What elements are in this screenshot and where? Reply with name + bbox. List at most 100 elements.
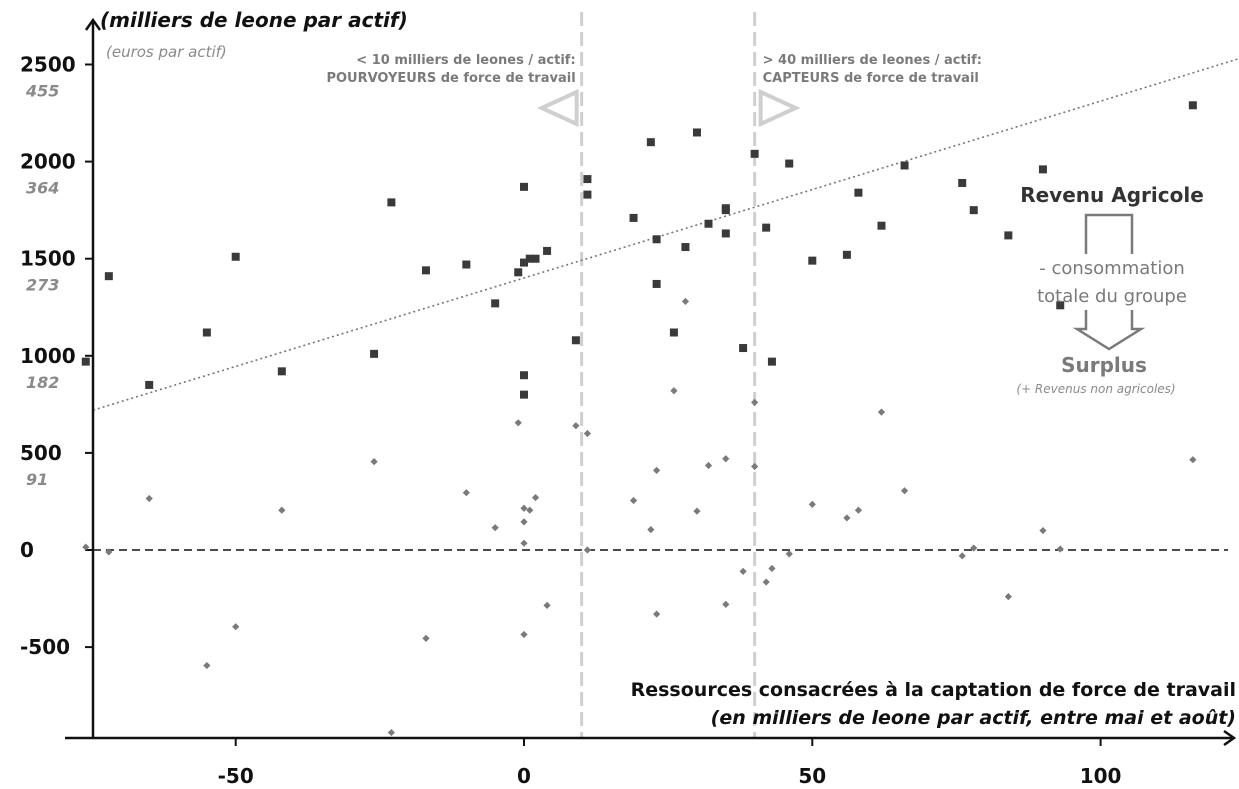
surplus-point	[722, 600, 730, 608]
surplus-point	[520, 504, 528, 512]
revenu-point	[877, 221, 886, 230]
x-ticks: -100-50050100150200	[218, 738, 1122, 788]
revenu-point	[387, 198, 396, 207]
y-secondary-tick-label: 455	[25, 82, 59, 101]
surplus-point	[739, 567, 747, 575]
surplus-point	[762, 578, 770, 586]
surplus-point	[82, 543, 90, 551]
surplus-point	[232, 623, 240, 631]
revenu-point	[969, 206, 978, 215]
revenu-point	[646, 138, 655, 147]
y-tick-label: 1000	[20, 344, 76, 368]
left-arrow-icon	[536, 88, 579, 128]
surplus-point	[526, 506, 534, 514]
surplus-point	[653, 610, 661, 618]
data-points	[81, 101, 1197, 737]
revenu-point	[520, 182, 528, 191]
x-axis-label: Ressources consacrées à la captation de …	[631, 679, 1236, 701]
revenu-point	[583, 175, 592, 184]
revenu-point	[571, 336, 580, 345]
surplus-point	[520, 630, 528, 639]
surplus-point	[970, 544, 978, 552]
y-ticks: -500 0 500 1000 1500 2000 2500 455 364 273 182 91	[20, 53, 93, 659]
surplus-point	[704, 461, 713, 470]
y-tick-label: 2500	[20, 53, 76, 77]
surplus-point	[693, 507, 701, 515]
revenu-point	[531, 254, 540, 263]
x-tick-label: -50	[218, 764, 254, 788]
revenu-point	[81, 357, 90, 366]
revenu-point	[854, 188, 863, 197]
surplus-point	[203, 661, 211, 670]
zone-right-label-line2: CAPTEURS de force de travail	[763, 71, 979, 86]
surplus-point	[1056, 545, 1064, 553]
y-secondary-tick-label: 91	[26, 470, 48, 489]
revenu-point	[277, 367, 286, 376]
legend-revenu-label: Revenu Agricole	[1020, 183, 1204, 207]
revenu-point	[958, 178, 967, 187]
revenu-point	[145, 380, 154, 389]
y-tick-label: 2000	[20, 150, 76, 174]
zone-left-label-line2: POURVOYEURS de force de travail	[326, 71, 575, 86]
revenu-point	[202, 328, 211, 337]
revenu-point	[767, 357, 776, 366]
revenu-point	[520, 371, 528, 380]
legend-middle-line1: - consommation	[1039, 258, 1185, 279]
y-secondary-tick-label: 273	[26, 276, 59, 295]
surplus-point	[1189, 456, 1197, 464]
x-tick-label: 100	[1080, 764, 1122, 788]
surplus-point	[105, 548, 113, 556]
zone-right-label-line1: > 40 milliers de leones / actif:	[763, 53, 982, 68]
revenu-point	[785, 159, 794, 168]
revenu-point	[520, 390, 528, 399]
revenu-point	[491, 299, 500, 308]
y-tick-label: -500	[20, 635, 70, 659]
revenu-point	[525, 254, 534, 263]
surplus-point	[531, 493, 540, 502]
surplus-point	[629, 496, 638, 505]
surplus-point	[370, 458, 378, 466]
legend-surplus-label: Surplus	[1061, 353, 1147, 377]
revenu-point	[652, 235, 661, 244]
surplus-point	[462, 489, 470, 497]
x-axis-arrow-icon	[1223, 729, 1237, 747]
surplus-point	[785, 550, 793, 558]
surplus-point	[572, 422, 580, 430]
legend-down-arrow-icon	[1072, 310, 1146, 351]
revenu-point	[652, 279, 661, 288]
surplus-point	[278, 506, 286, 514]
surplus-point	[653, 466, 661, 474]
revenu-point	[762, 223, 771, 232]
zone-left-label-line1: < 10 milliers de leones / actif:	[356, 53, 575, 68]
surplus-point	[543, 601, 551, 609]
revenu-point	[514, 268, 523, 277]
y-secondary-tick-label: 182	[26, 373, 59, 392]
revenu-point	[808, 256, 817, 265]
revenu-point	[462, 260, 471, 269]
legend-note: (+ Revenus non agricoles)	[1016, 382, 1175, 396]
surplus-point	[514, 419, 522, 427]
surplus-point	[843, 514, 851, 522]
surplus-point	[520, 518, 528, 526]
surplus-point	[583, 546, 592, 554]
surplus-point	[958, 552, 966, 560]
y-axis-label: (milliers de leone par actif)	[100, 8, 408, 32]
revenu-point	[842, 250, 851, 259]
surplus-point	[877, 408, 886, 416]
revenu-point	[520, 258, 528, 267]
revenu-point	[1004, 231, 1013, 240]
revenu-point	[1038, 165, 1047, 174]
y-tick-label: 0	[20, 538, 34, 562]
revenu-point	[104, 272, 113, 281]
surplus-point	[520, 539, 528, 547]
revenu-point	[231, 252, 240, 261]
y-secondary-tick-label: 364	[26, 179, 59, 198]
revenu-point	[692, 128, 701, 137]
surplus-point	[422, 634, 430, 642]
y-tick-label: 500	[20, 441, 62, 465]
surplus-point	[768, 564, 776, 573]
x-axis-secondary-label: (en milliers de leone par actif, entre m…	[711, 707, 1236, 729]
revenu-point	[629, 213, 638, 222]
surplus-point	[681, 297, 690, 306]
